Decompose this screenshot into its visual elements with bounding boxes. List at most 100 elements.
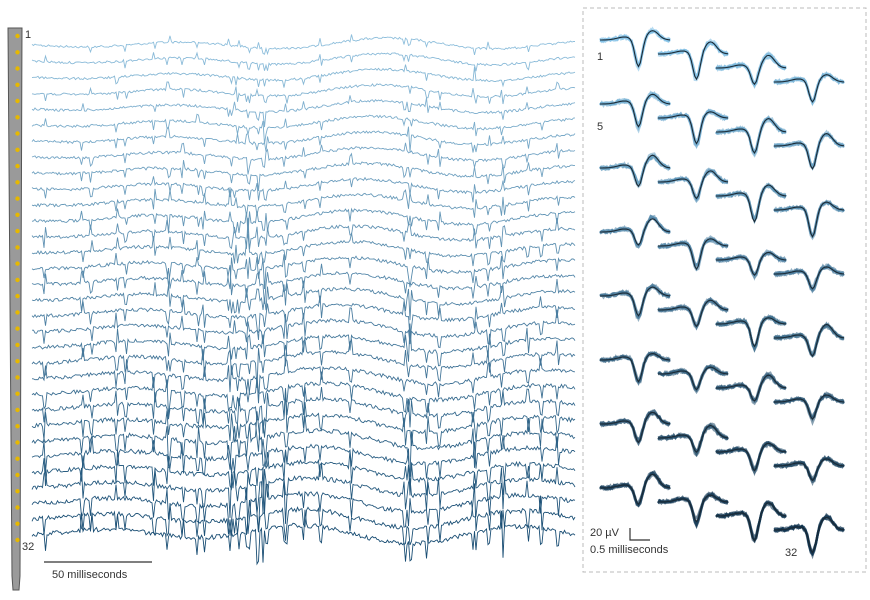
spike-mean [774,266,845,290]
probe-site [15,131,20,136]
channel-trace [31,411,576,477]
waveform-grid [598,26,846,560]
spike-mean [716,374,787,402]
probe-label-bottom: 32 [22,541,34,553]
probe-site [15,375,20,380]
spike-waveform [773,512,845,560]
spike-mean [774,394,845,421]
spike-sample [773,455,845,481]
channel-trace [31,323,576,367]
probe: 1 32 [7,27,34,591]
channel-trace [31,152,575,191]
probe-sites [15,33,20,543]
waveform-label-32: 32 [785,547,797,559]
spike-waveform [599,214,671,249]
spike-waveform [773,129,846,172]
probe-site [15,245,20,250]
probe-site [15,391,20,396]
spike-waveform [715,371,787,406]
channel-trace [31,176,576,203]
probe-site [15,50,20,55]
waveform-scale-bar: 20 µV 0.5 milliseconds [590,527,669,556]
probe-site [15,147,20,152]
spike-waveform [715,249,788,281]
spike-mean [716,442,787,472]
spike-waveform [598,152,671,189]
spike-mean [716,54,787,86]
spike-waveform [657,108,729,150]
probe-site [15,180,20,185]
spike-waveform [657,235,729,272]
probe-label-top: 1 [25,29,31,41]
spike-waveform [598,26,671,72]
spike-sample [657,40,729,79]
waveform-scale-amplitude: 20 µV [590,527,620,539]
spike-mean [600,154,671,188]
channel-trace [31,483,576,546]
probe-site [15,537,20,543]
spike-sample [773,263,845,293]
waveform-panel: 1 5 32 20 µV 0.5 milliseconds [582,7,867,573]
spike-waveform [657,296,730,331]
channel-trace [31,435,576,494]
spike-sample [773,392,845,419]
spike-waveform [598,90,672,134]
spike-mean [600,218,671,246]
spike-mean [600,93,671,128]
channel-trace [31,142,576,175]
spike-waveform [773,454,845,487]
spike-mean [658,366,729,391]
spike-sample [715,501,787,544]
spike-mean [658,424,729,454]
spike-sample [657,38,729,82]
channel-trace [31,263,576,305]
spike-mean [716,502,787,543]
spike-sample [715,116,787,158]
spike-waveform [657,167,729,204]
spike-mean [774,133,845,170]
spike-waveform [715,440,787,477]
spike-waveform [773,71,845,107]
spike-mean [774,458,845,482]
channel-trace [31,81,576,105]
waveform-scale-time: 0.5 milliseconds [590,544,669,556]
spike-mean [600,30,671,68]
channel-trace [31,207,576,236]
probe-site [15,82,20,88]
probe-site [15,293,20,299]
spike-waveform [599,350,671,386]
probe-site [15,310,20,315]
channel-trace [31,113,576,144]
spike-mean [658,299,729,328]
spike-waveform [657,422,730,458]
channel-trace [31,64,576,88]
spike-waveform [715,499,787,544]
channel-trace [31,51,576,72]
spike-mean [658,170,729,200]
spike-mean [774,74,845,103]
probe-site [15,489,20,494]
spike-mean [658,111,729,145]
spike-waveform [715,313,787,353]
spike-mean [774,323,845,358]
probe-site [15,521,20,526]
channel-trace [32,307,576,349]
spike-mean [774,516,845,554]
spike-waveform [657,491,729,530]
channel-trace [31,390,576,452]
channel-trace [31,232,576,267]
channel-trace [31,95,576,128]
probe-site [15,33,20,39]
probe-site [15,456,20,461]
waveform-scale-bar-lines [629,528,650,541]
probe-site [15,359,20,364]
waveform-panel-border [582,7,867,573]
trace-scale-bar: 50 milliseconds [44,561,152,581]
spike-sample [714,54,787,86]
spike-waveform [773,391,846,426]
spike-mean [600,411,671,444]
spike-mean [716,184,787,224]
spike-waveform [599,282,672,323]
spike-mean [658,41,729,81]
probe-site [15,342,20,348]
